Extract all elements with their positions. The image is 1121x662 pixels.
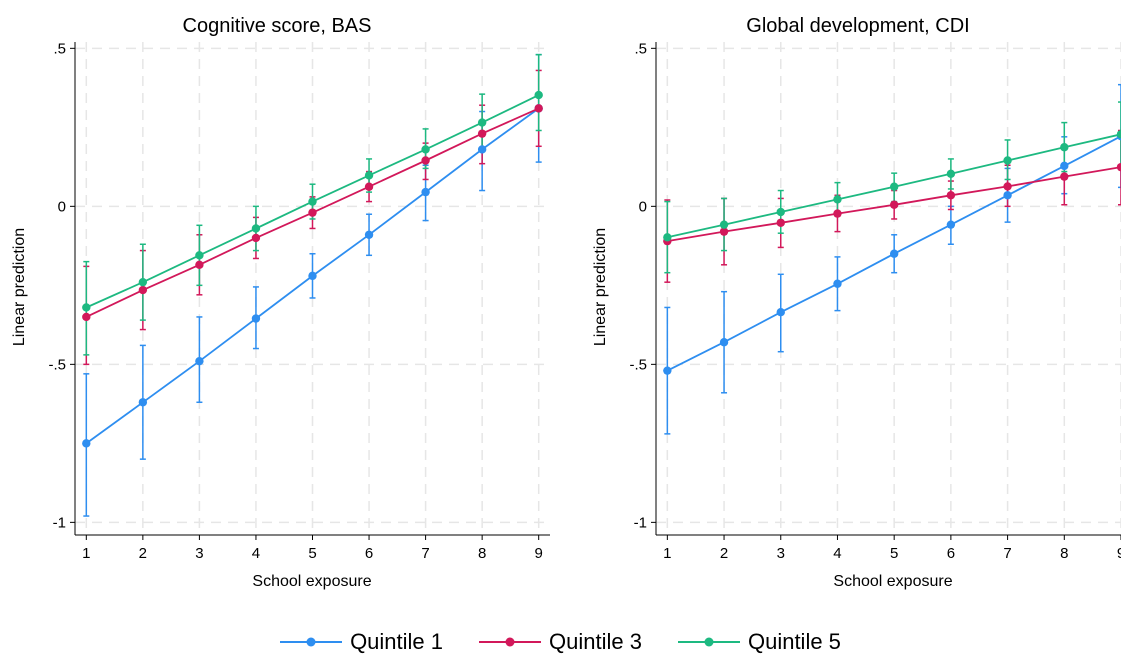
data-point-quintile-3 [421,156,430,165]
legend: Quintile 1 Quintile 3 Quintile 5 [0,622,1121,662]
legend-label: Quintile 3 [549,629,642,654]
data-point-quintile-3 [1116,162,1121,172]
data-point-quintile-3 [308,208,317,217]
data-point-quintile-1 [833,279,842,288]
data-point-quintile-3 [719,227,729,236]
y-tick-label: -.5 [48,356,66,373]
data-point-quintile-3 [251,233,261,243]
x-tick-label: 4 [252,545,260,562]
legend-key-quintile-3 [479,637,542,647]
data-point-quintile-5 [1003,156,1012,165]
legend-item-quintile-5: Quintile 5 [677,629,841,655]
data-point-quintile-1 [719,338,729,347]
x-tick-label: 6 [947,545,955,562]
legend-label: Quintile 1 [350,629,444,654]
data-point-quintile-3 [1003,182,1012,191]
x-tick-label: 8 [1060,545,1068,562]
data-point-quintile-5 [946,169,956,178]
data-point-quintile-5 [82,303,91,312]
data-point-quintile-5 [719,220,729,229]
x-tick-label: 9 [1117,545,1121,562]
y-tick-label: 0 [58,198,66,215]
x-axis-label: School exposure [252,573,371,590]
x-tick-label: 5 [308,545,316,562]
data-point-quintile-1 [82,439,91,448]
data-point-quintile-1 [889,249,899,258]
data-point-quintile-5 [1060,143,1069,152]
data-point-quintile-1 [1060,161,1069,171]
data-point-quintile-5 [663,233,672,242]
chart-panel-cdi: Global development, CDI Linear predictio… [592,15,1121,590]
data-point-quintile-5 [364,171,374,180]
data-point-quintile-1 [1003,191,1012,200]
x-tick-label: 8 [478,545,486,562]
y-tick-label: .5 [634,40,647,57]
data-point-quintile-1 [195,356,204,366]
x-tick-label: 4 [833,545,841,562]
y-tick-label: -1 [53,514,66,531]
data-point-quintile-1 [776,308,785,317]
y-tick-label: .5 [53,40,66,57]
data-point-quintile-3 [477,129,487,138]
x-tick-label: 1 [663,545,671,562]
data-point-quintile-3 [364,182,374,191]
x-tick-label: 3 [195,545,203,562]
x-tick-label: 7 [421,545,429,562]
y-tick-label: -1 [634,514,647,531]
legend-item-quintile-1: Quintile 1 [280,629,443,655]
data-point-quintile-3 [195,260,204,269]
x-tick-label: 3 [777,545,785,562]
data-point-quintile-3 [776,218,785,227]
data-point-quintile-5 [138,277,148,287]
legend-label: Quintile 5 [747,629,841,654]
data-point-quintile-5 [308,197,317,206]
data-point-quintile-1 [364,230,374,239]
data-point-quintile-3 [833,209,842,218]
legend-item-quintile-3: Quintile 3 [479,629,642,655]
y-axis-label: Linear prediction [592,228,609,346]
x-tick-label: 5 [890,545,898,562]
data-point-quintile-1 [477,145,487,154]
x-tick-label: 2 [139,545,147,562]
x-tick-label: 9 [535,545,543,562]
data-point-quintile-5 [421,145,430,154]
data-point-quintile-5 [889,182,899,191]
legend-key-quintile-5 [677,637,740,647]
data-point-quintile-1 [421,187,430,197]
x-tick-label: 1 [82,545,90,562]
chart-panel-bas: Cognitive score, BAS Linear prediction S… [11,15,550,590]
y-tick-label: -.5 [629,356,647,373]
data-point-quintile-5 [776,207,785,217]
data-point-quintile-5 [195,251,204,260]
data-point-quintile-3 [138,285,148,295]
data-point-quintile-1 [663,366,672,375]
data-point-quintile-5 [477,118,487,127]
y-tick-label: 0 [639,198,647,215]
x-tick-label: 7 [1003,545,1011,562]
data-point-quintile-1 [308,271,317,281]
data-point-quintile-5 [1116,130,1121,139]
data-point-quintile-3 [1060,172,1069,181]
chart-title: Cognitive score, BAS [183,15,372,37]
data-point-quintile-3 [82,312,91,322]
data-point-quintile-1 [946,220,956,229]
data-point-quintile-5 [251,224,261,233]
x-axis-label: School exposure [833,573,952,590]
data-point-quintile-3 [889,200,899,209]
data-point-quintile-3 [946,191,956,200]
legend-key-quintile-1 [280,637,343,647]
data-point-quintile-3 [534,104,543,113]
x-tick-label: 6 [365,545,373,562]
data-point-quintile-5 [833,195,842,204]
y-axis-label: Linear prediction [11,228,28,346]
data-point-quintile-1 [251,314,261,323]
data-point-quintile-1 [138,398,148,407]
data-point-quintile-5 [534,90,543,100]
chart-title: Global development, CDI [746,15,969,37]
x-tick-label: 2 [720,545,728,562]
